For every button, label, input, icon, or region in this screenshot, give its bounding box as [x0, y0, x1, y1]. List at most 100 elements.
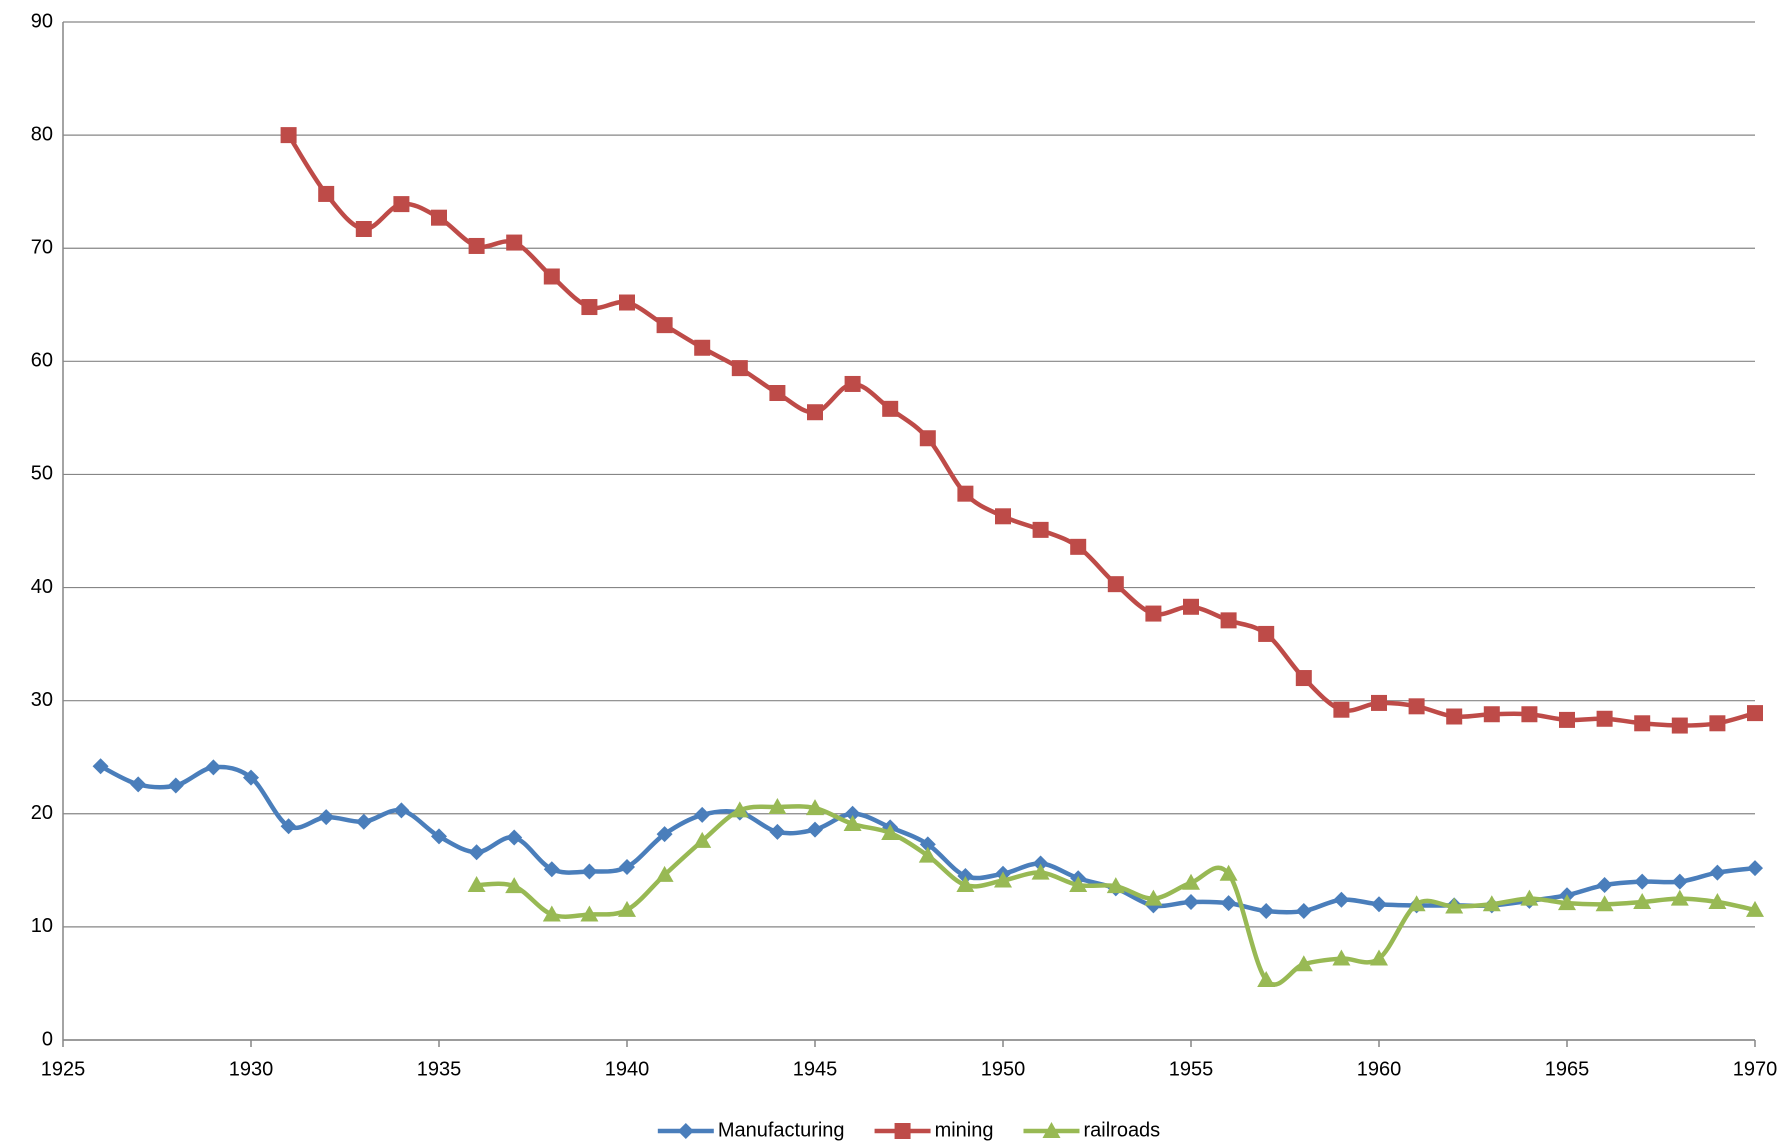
marker — [1220, 612, 1237, 629]
marker — [1295, 903, 1312, 920]
marker — [1333, 701, 1350, 718]
marker — [806, 799, 824, 816]
legend-item: railroads — [1023, 1119, 1160, 1141]
marker — [1371, 694, 1387, 711]
marker — [581, 299, 598, 316]
marker — [1295, 670, 1312, 687]
marker — [1483, 706, 1500, 723]
marker — [1042, 1122, 1061, 1138]
marker — [656, 317, 673, 334]
marker — [1107, 576, 1124, 593]
marker — [731, 360, 748, 377]
marker — [994, 871, 1012, 888]
marker — [881, 824, 900, 841]
marker — [506, 234, 523, 251]
marker — [1596, 877, 1613, 894]
marker — [1445, 897, 1464, 914]
y-tick-label: 60 — [31, 350, 53, 372]
marker — [205, 759, 222, 776]
marker — [1634, 715, 1651, 732]
series-line — [286, 133, 1756, 728]
marker — [618, 900, 636, 917]
marker — [1559, 711, 1575, 728]
y-tick-label: 40 — [31, 576, 53, 598]
marker — [1596, 710, 1613, 727]
marker — [318, 809, 335, 826]
marker — [677, 1123, 694, 1139]
marker — [467, 876, 486, 893]
marker — [844, 805, 861, 822]
marker — [130, 776, 147, 793]
marker — [92, 758, 109, 775]
y-tick-label: 20 — [31, 802, 53, 824]
legend-item: mining — [874, 1119, 994, 1141]
x-tick-label: 1970 — [1733, 1058, 1778, 1080]
marker — [431, 828, 447, 845]
marker — [1747, 860, 1763, 877]
x-tick-label: 1935 — [417, 1058, 462, 1080]
marker — [694, 806, 711, 823]
marker — [1106, 877, 1125, 894]
marker — [1634, 873, 1651, 890]
marker — [1595, 895, 1614, 912]
marker — [393, 802, 410, 819]
x-tick-label: 1930 — [229, 1058, 274, 1080]
marker — [844, 375, 861, 392]
y-tick-label: 70 — [31, 237, 53, 259]
marker — [543, 861, 560, 878]
marker — [1446, 708, 1463, 725]
marker — [1371, 896, 1387, 913]
marker — [1070, 538, 1087, 555]
marker — [768, 797, 787, 814]
marker — [393, 196, 410, 213]
marker — [1294, 955, 1313, 972]
marker — [730, 801, 749, 818]
marker — [957, 485, 974, 502]
marker — [843, 814, 862, 831]
marker — [769, 385, 786, 402]
marker — [1031, 863, 1050, 880]
marker — [468, 844, 485, 861]
marker — [807, 821, 823, 838]
marker — [1069, 876, 1088, 893]
marker — [1333, 891, 1350, 908]
marker — [882, 400, 899, 417]
marker — [1220, 895, 1237, 912]
marker — [280, 818, 297, 835]
marker — [1633, 893, 1652, 910]
marker — [1332, 949, 1351, 966]
legend-label: mining — [935, 1119, 994, 1141]
marker — [318, 185, 335, 202]
marker — [1746, 900, 1764, 917]
marker — [1671, 717, 1688, 734]
marker — [619, 858, 635, 875]
marker — [543, 268, 560, 285]
marker — [919, 836, 936, 853]
marker — [1258, 903, 1275, 920]
marker — [1670, 889, 1689, 906]
marker — [1257, 971, 1276, 988]
marker — [919, 430, 936, 447]
marker — [1182, 873, 1200, 890]
marker — [1521, 706, 1538, 723]
marker — [505, 877, 524, 894]
x-tick-label: 1955 — [1169, 1058, 1214, 1080]
marker — [619, 294, 635, 311]
marker — [1558, 894, 1576, 911]
marker — [656, 826, 673, 843]
y-tick-label: 10 — [31, 915, 53, 937]
marker — [1219, 864, 1238, 881]
marker — [580, 905, 599, 922]
x-tick-label: 1925 — [41, 1058, 86, 1080]
marker — [694, 339, 711, 356]
marker — [468, 237, 485, 254]
marker — [894, 1123, 911, 1139]
marker — [1370, 949, 1388, 966]
marker — [1407, 895, 1426, 912]
marker — [1408, 698, 1425, 715]
x-tick-label: 1965 — [1545, 1058, 1590, 1080]
marker — [1032, 521, 1049, 538]
marker — [581, 863, 598, 880]
y-tick-label: 30 — [31, 689, 53, 711]
